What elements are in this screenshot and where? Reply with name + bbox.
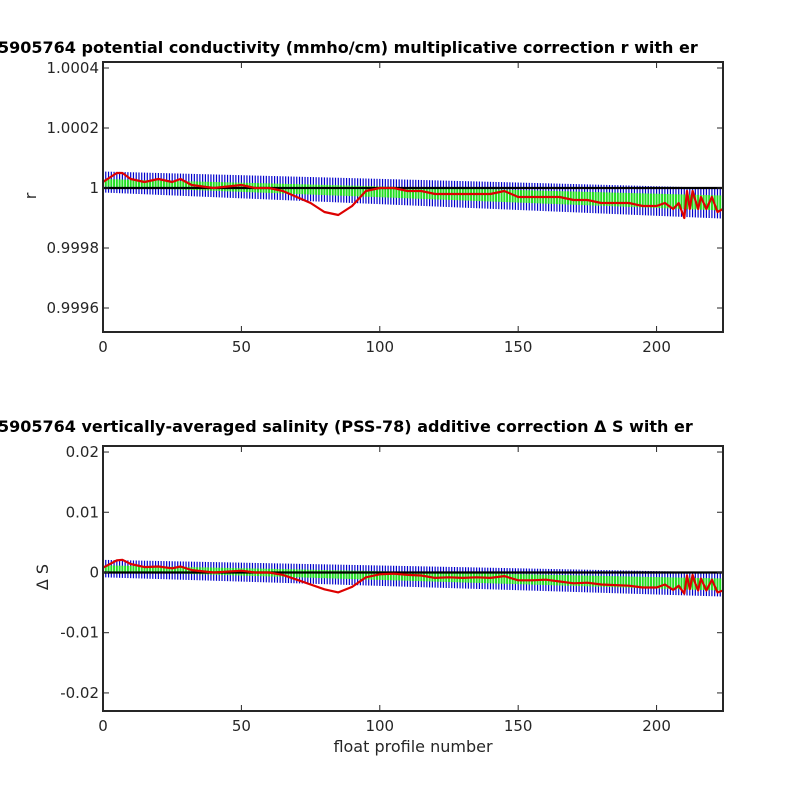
x-axis-label: float profile number — [333, 737, 493, 756]
y-tick-label: 1.0004 — [47, 59, 100, 77]
x-tick-label: 0 — [98, 338, 108, 356]
y-tick-label: 1 — [89, 179, 99, 197]
y-tick-label: -0.02 — [60, 684, 99, 702]
axes-box — [102, 445, 724, 712]
x-tick-label: 150 — [504, 717, 533, 735]
y-axis-label: Δ S — [33, 564, 52, 590]
x-tick-label: 100 — [365, 717, 394, 735]
correction-line — [103, 558, 723, 595]
x-tick-label: 200 — [642, 717, 671, 735]
correction-line — [103, 171, 723, 220]
conductivity-correction-panel: 5905764 potential conductivity (mmho/cm)… — [0, 38, 724, 356]
y-tick-label: 0 — [89, 563, 99, 581]
y-axis-label: r — [21, 192, 40, 199]
plot-area: 0 50 100 150 200 0.9996 0.9998 1 1.0002 1.0004 — [47, 59, 724, 356]
series-group — [103, 171, 723, 220]
x-tick-label: 200 — [642, 338, 671, 356]
y-tick-label: 0.9998 — [47, 239, 100, 257]
x-tick-label: 150 — [504, 338, 533, 356]
y-tick-label: 0.02 — [66, 443, 99, 461]
y-tick-label: -0.01 — [60, 624, 99, 642]
axes-box — [102, 61, 724, 333]
x-tick-label: 100 — [365, 338, 394, 356]
y-tick-label: 0.01 — [66, 503, 99, 521]
x-tick-label: 50 — [232, 717, 251, 735]
y-tick-label: 1.0002 — [47, 119, 100, 137]
series-group — [103, 558, 723, 597]
salinity-correction-panel: 5905764 vertically-averaged salinity (PS… — [0, 417, 724, 756]
chart-title: 5905764 potential conductivity (mmho/cm)… — [0, 38, 698, 57]
x-tick-label: 50 — [232, 338, 251, 356]
y-tick-label: 0.9996 — [47, 299, 100, 317]
plot-area: 0 50 100 150 200 -0.02 -0.01 0 0.01 0.02 — [60, 443, 724, 735]
x-tick-label: 0 — [98, 717, 108, 735]
chart-title: 5905764 vertically-averaged salinity (PS… — [0, 417, 693, 436]
